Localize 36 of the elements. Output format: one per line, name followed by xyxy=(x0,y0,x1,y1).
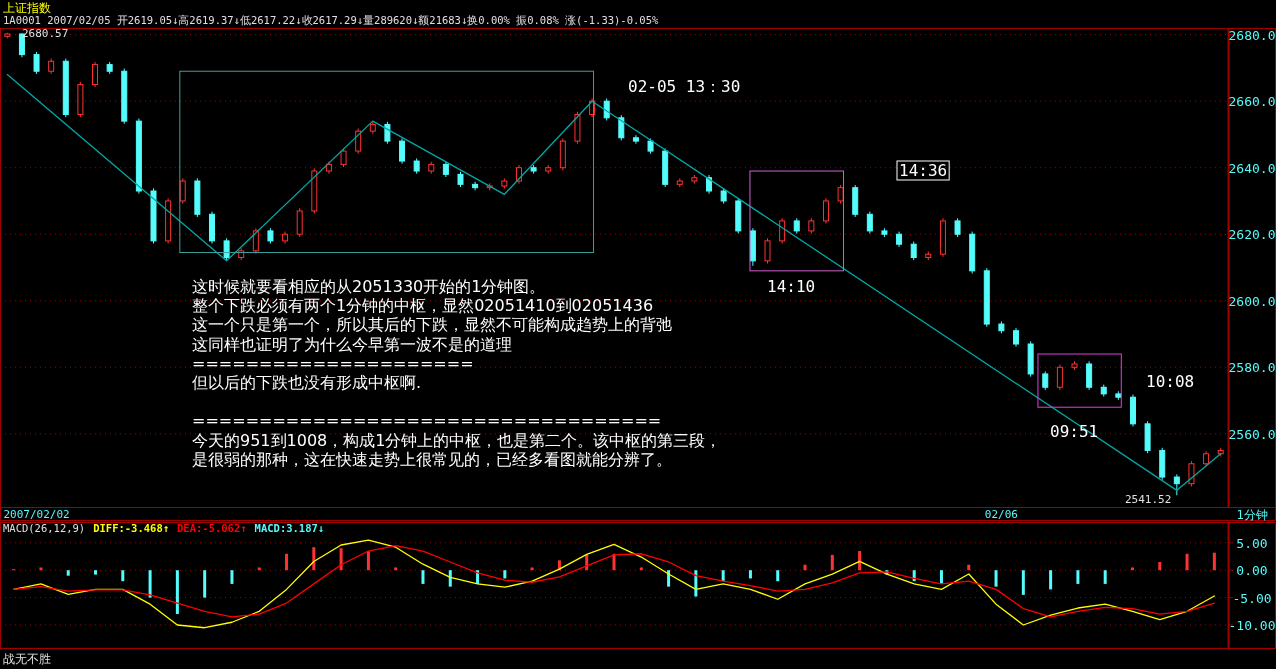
y-tick-label: -5.00 xyxy=(1232,590,1272,606)
y-tick-label: 0.00 xyxy=(1236,563,1268,579)
y-tick-label: 2660.0 xyxy=(1228,94,1276,110)
annotation: 这同样也证明了为什么今早第一波不是的道理 xyxy=(192,334,512,354)
x-axis-title: 1分钟 xyxy=(1236,508,1268,522)
y-tick-label: -10.00 xyxy=(1228,617,1276,633)
annotation: 但以后的下跌也没有形成中枢啊. xyxy=(192,373,422,392)
y-tick-label: 2580.0 xyxy=(1228,360,1276,376)
annotation: 这一个只是第一个，所以其后的下跌，显然不可能构成趋势上的背弛 xyxy=(192,315,672,335)
chart-title: MACD(26,12,9) xyxy=(3,522,86,534)
annotation: 14:36 xyxy=(899,161,948,180)
annotation: 10:08 xyxy=(1146,372,1195,391)
annotation: ===================== xyxy=(192,353,474,373)
annotation: 14:10 xyxy=(767,277,816,296)
y-tick-label: 2680.0 xyxy=(1228,27,1276,43)
annotation: 2680.57 xyxy=(22,27,69,40)
y-tick-label: 2620.0 xyxy=(1228,227,1276,243)
x-tick-label: 2007/02/02 xyxy=(3,508,70,521)
y-tick-label: 5.00 xyxy=(1236,535,1268,551)
x-tick-label: 02/06 xyxy=(984,508,1018,521)
text: DIFF:-3.468↑ xyxy=(93,522,170,534)
annotation: 这时候就要看相应的从2051330开始的1分钟图。 xyxy=(192,277,546,296)
y-tick-label: 2640.0 xyxy=(1228,160,1276,176)
series-label: MACD:3.187↓ xyxy=(254,522,325,534)
text: DEA:-5.062↑ xyxy=(177,522,247,534)
annotation: 02-05 13：30 xyxy=(628,77,741,96)
annotation: 2541.52 xyxy=(1125,493,1172,506)
annotation: 是很弱的那种，这在快速走势上很常见的，已经多看图就能分辨了。 xyxy=(192,449,672,469)
annotation: =================================== xyxy=(192,411,662,431)
y-tick-label: 2560.0 xyxy=(1228,426,1276,442)
chart-title: 上证指数 xyxy=(3,1,51,15)
annotation: 整个下跌必须有两个1分钟的中枢，显然02051410到02051436 xyxy=(192,296,654,316)
y-tick-label: 2600.0 xyxy=(1228,293,1276,309)
annotation: 今天的951到1008，构成1分钟上的中枢，也是第二个。该中枢的第三段， xyxy=(192,430,722,450)
text: 战无不胜 xyxy=(3,652,51,666)
chart-subtitle: 1A0001 2007/02/05 开2619.05↓高2619.37↓低2617.22↓收2617.29↓量289620↓额21683↓换0.00% 振0.08% 涨(-1.33)-0.05% xyxy=(3,14,659,26)
